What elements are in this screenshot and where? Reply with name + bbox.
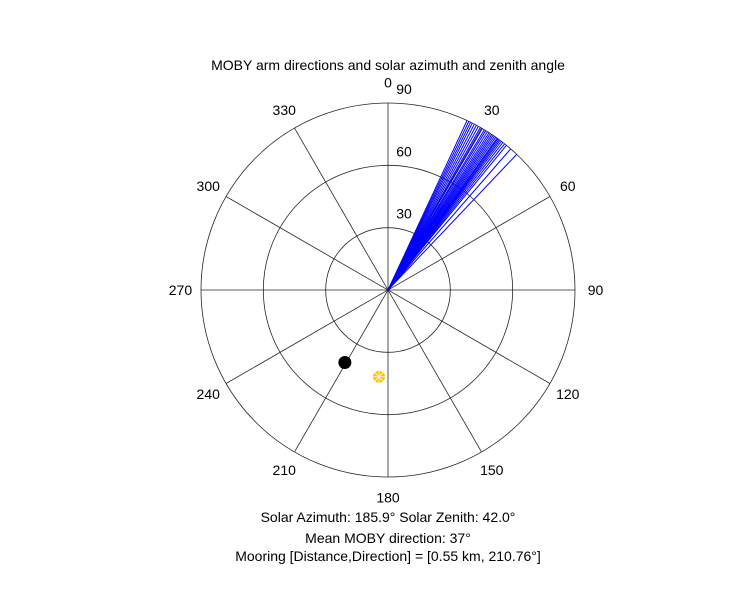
angle-tick-label-60: 60 xyxy=(560,178,576,194)
sun-marker xyxy=(373,370,386,383)
angle-tick-label-300: 300 xyxy=(197,178,221,194)
angle-tick-label-330: 330 xyxy=(273,102,297,118)
sun-marker-ray xyxy=(374,372,384,382)
radial-tick-label-90: 90 xyxy=(396,81,412,97)
tick-labels: 0 30 60 90 120 150 180 210 240 270 300 330 30 60 90 xyxy=(169,74,604,505)
angle-tick-label-90: 90 xyxy=(588,282,604,298)
arm-direction-rays xyxy=(387,120,518,291)
angle-tick-label-120: 120 xyxy=(556,386,580,402)
arm-ray-26 xyxy=(387,148,512,291)
mooring-info-line: Mooring [Distance,Direction] = [0.55 km,… xyxy=(235,548,541,564)
mean-direction-line: Mean MOBY direction: 37° xyxy=(305,530,471,546)
radial-tick-label-30: 30 xyxy=(396,206,412,222)
angle-tick-label-210: 210 xyxy=(273,462,297,478)
angle-tick-label-240: 240 xyxy=(197,386,221,402)
angle-tick-label-150: 150 xyxy=(480,462,504,478)
angle-tick-label-30: 30 xyxy=(484,102,500,118)
arm-ray-25 xyxy=(387,144,507,291)
angle-tick-label-270: 270 xyxy=(169,282,193,298)
mooring-marker xyxy=(338,355,352,369)
arm-ray-27 xyxy=(387,154,518,291)
angle-tick-label-0: 0 xyxy=(384,74,392,90)
radial-tick-label-60: 60 xyxy=(396,143,412,159)
markers xyxy=(338,355,386,383)
chart-title: MOBY arm directions and solar azimuth an… xyxy=(211,57,565,73)
solar-info-line: Solar Azimuth: 185.9° Solar Zenith: 42.0… xyxy=(260,509,516,525)
angle-tick-label-180: 180 xyxy=(376,490,400,506)
